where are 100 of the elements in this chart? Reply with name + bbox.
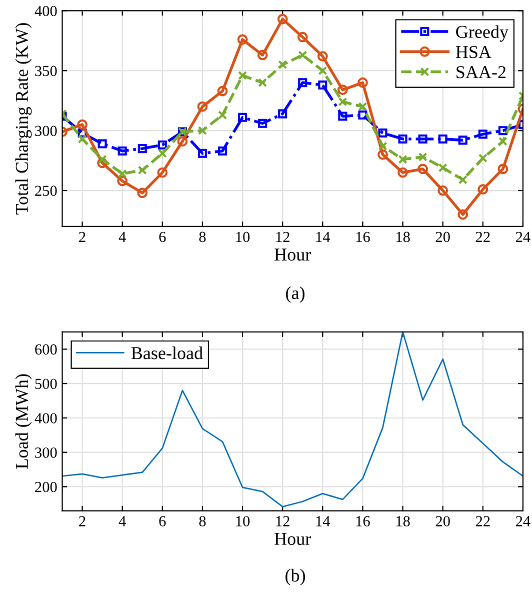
x-axis-title: Hour	[274, 248, 311, 261]
point	[257, 50, 268, 60]
y-tick-label: 400	[34, 6, 57, 16]
point	[198, 148, 207, 158]
point	[258, 78, 268, 88]
x-tick-label: 22	[476, 232, 490, 242]
point	[218, 146, 228, 156]
point	[418, 134, 428, 144]
x-tick-label: 16	[356, 516, 370, 526]
point	[398, 167, 408, 178]
point	[118, 146, 127, 156]
y-tick-label: 500	[35, 378, 57, 389]
point	[358, 110, 368, 120]
x-tick-label: 18	[396, 232, 410, 242]
y-tick-label: 250	[35, 186, 57, 196]
x-tick-label: 4	[118, 232, 126, 242]
point	[498, 136, 508, 146]
x-tick-label: 10	[236, 232, 250, 242]
y-tick-label: 200	[35, 482, 57, 492]
x-tick-label: 10	[236, 516, 250, 526]
point	[158, 140, 167, 150]
x-tick-label: 6	[159, 516, 166, 526]
point	[197, 101, 208, 112]
y-axis-title: Total Charging Rate (KW)	[15, 23, 32, 215]
point	[117, 176, 128, 186]
x-tick-label: 20	[436, 516, 450, 526]
point	[237, 34, 248, 45]
point	[378, 142, 388, 151]
point	[478, 154, 488, 163]
point	[438, 134, 448, 144]
point	[317, 51, 328, 62]
point	[398, 134, 408, 144]
point	[238, 70, 248, 80]
point	[298, 50, 308, 60]
point	[357, 77, 368, 88]
point	[378, 149, 388, 160]
point	[238, 112, 248, 122]
x-tick-label: 24	[516, 232, 530, 242]
x-tick-label: 2	[79, 232, 86, 242]
point	[297, 32, 308, 42]
x-tick-label: 16	[356, 232, 370, 242]
point	[398, 154, 408, 164]
x-tick-label: 18	[396, 516, 410, 526]
point	[198, 126, 207, 136]
y-tick-label: 600	[35, 344, 57, 355]
point	[378, 128, 388, 138]
x-tick-label: 12	[276, 516, 290, 526]
legend-label: HSA	[456, 46, 492, 58]
x-tick-label: 22	[476, 516, 490, 526]
point	[498, 126, 508, 136]
x-tick-label: 4	[118, 516, 126, 526]
x-tick-label: 2	[79, 516, 86, 526]
point	[438, 163, 448, 172]
x-axis-title: Hour	[274, 532, 311, 545]
point	[478, 184, 488, 195]
point	[337, 84, 348, 96]
x-tick-label: 8	[199, 516, 206, 526]
y-axis-title: Load (MWh)	[15, 374, 32, 469]
point	[97, 158, 108, 168]
point	[157, 167, 168, 178]
point	[177, 136, 188, 147]
x-tick-label: 8	[199, 232, 206, 242]
legend-label: Base-load	[131, 346, 203, 360]
x-tick-label: 6	[159, 232, 166, 242]
x-tick-label: 14	[316, 516, 330, 526]
x-tick-label: 12	[276, 232, 290, 242]
x-tick-label: 24	[516, 516, 530, 526]
line-series	[62, 332, 523, 508]
y-tick-label: 300	[35, 447, 57, 458]
point	[278, 60, 288, 70]
point	[418, 152, 428, 162]
point	[338, 112, 348, 121]
point	[278, 109, 288, 118]
point	[258, 118, 268, 128]
point	[218, 110, 228, 120]
y-tick-label: 400	[34, 413, 57, 424]
point	[158, 148, 167, 158]
point	[138, 144, 147, 154]
text: (a)	[286, 286, 304, 303]
y-tick-label: 350	[35, 66, 57, 76]
point	[358, 102, 368, 112]
point	[338, 97, 348, 106]
point	[458, 136, 468, 145]
point	[138, 166, 147, 175]
point	[298, 78, 308, 88]
point	[498, 164, 508, 174]
point	[478, 130, 488, 139]
point	[118, 169, 127, 178]
point	[318, 66, 328, 76]
legend-label: SAA-2	[456, 66, 506, 78]
point	[98, 154, 107, 164]
text: (b)	[286, 568, 305, 586]
point	[318, 80, 328, 90]
point	[78, 134, 87, 144]
point	[77, 119, 88, 130]
legend-label: Greedy	[456, 25, 508, 42]
point	[98, 139, 107, 148]
x-tick-label: 20	[436, 232, 450, 242]
point	[418, 164, 428, 174]
point	[458, 175, 468, 184]
